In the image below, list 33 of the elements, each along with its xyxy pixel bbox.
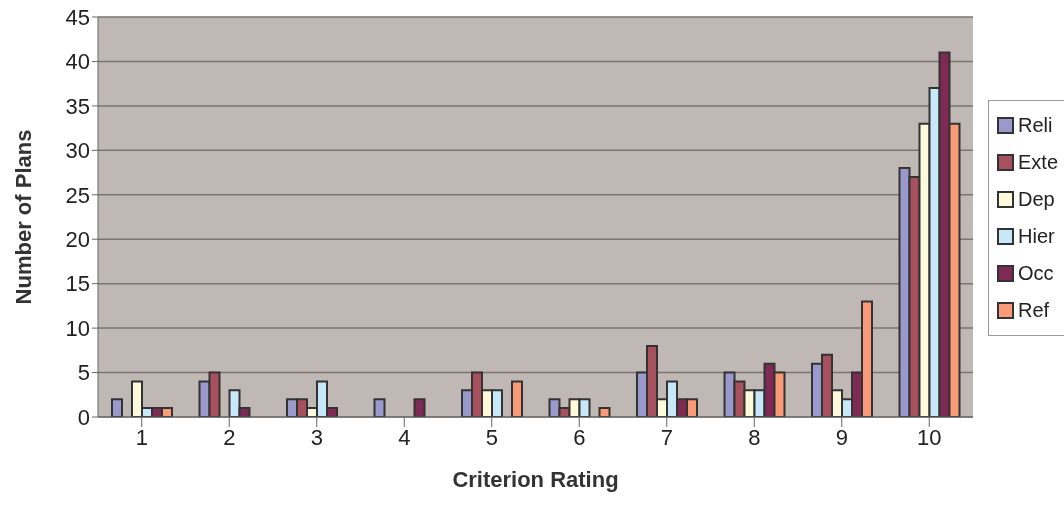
bar — [598, 407, 611, 417]
x-tick-label: 1 — [135, 424, 148, 450]
legend-label: Dep — [1018, 188, 1055, 211]
bar — [373, 398, 386, 417]
y-tick-label: 10 — [65, 315, 90, 341]
x-tick-label: 3 — [310, 424, 323, 450]
y-tick-label: 5 — [77, 360, 90, 386]
legend-label: Exte — [1018, 151, 1059, 174]
x-tick-label: 5 — [485, 424, 498, 450]
y-tick-label: 35 — [65, 93, 90, 119]
legend-label: Reli — [1018, 114, 1053, 137]
y-tick-label: 30 — [65, 138, 90, 164]
y-tick-label: 0 — [77, 404, 90, 430]
x-tick-label: 10 — [917, 424, 942, 450]
y-tick-label: 20 — [65, 227, 90, 253]
x-tick-label: 6 — [573, 424, 586, 450]
x-tick-label: 2 — [223, 424, 236, 450]
x-tick-label: 9 — [835, 424, 848, 450]
y-tick-label: 25 — [65, 182, 90, 208]
x-tick-label: 8 — [748, 424, 761, 450]
bar — [511, 380, 523, 417]
x-tick-label: 7 — [660, 424, 673, 450]
y-axis-title: Number of Plans — [10, 129, 36, 305]
x-axis-title: Criterion Rating — [452, 467, 619, 492]
y-tick-label: 45 — [65, 4, 90, 30]
legend-label: Hier — [1018, 225, 1055, 248]
y-tick-label: 40 — [65, 49, 90, 75]
bar — [111, 398, 123, 417]
bar — [413, 398, 426, 417]
legend-label: Occ — [1018, 262, 1054, 285]
x-tick-label: 4 — [398, 424, 411, 450]
y-tick-label: 15 — [65, 271, 90, 297]
legend-label: Ref — [1018, 299, 1050, 322]
